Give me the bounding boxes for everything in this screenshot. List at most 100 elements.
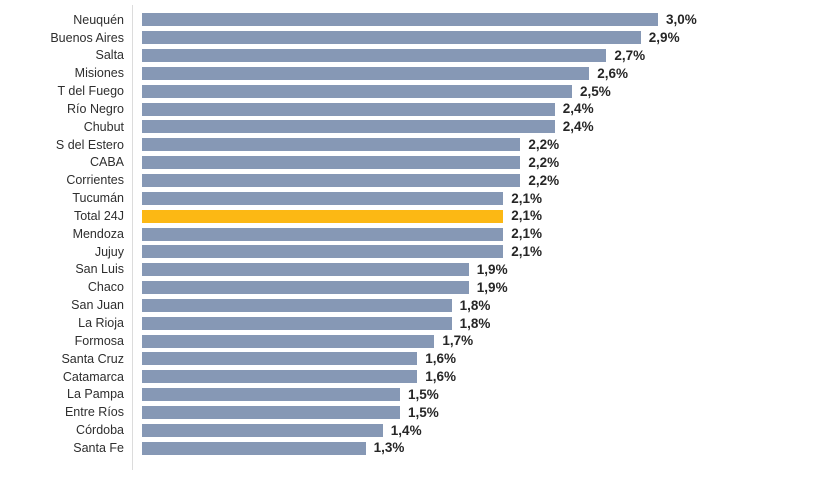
bar-row: Misiones 2,6%	[0, 65, 828, 83]
bar-row: Jujuy 2,1%	[0, 243, 828, 261]
bar-track: 1,8%	[133, 314, 828, 332]
bar-track: 1,3%	[133, 439, 828, 457]
bar-row: Tucumán 2,1%	[0, 189, 828, 207]
bar-track: 1,8%	[133, 297, 828, 315]
value-label: 2,5%	[580, 83, 611, 99]
value-label: 2,1%	[511, 190, 542, 206]
value-label: 2,7%	[614, 47, 646, 63]
value-label: 1,9%	[476, 261, 508, 277]
value-label: 2,9%	[648, 30, 680, 46]
value-label: 1,6%	[425, 369, 456, 385]
bar-track: 2,4%	[133, 118, 828, 136]
value-label: 3,0%	[666, 12, 697, 28]
bar-row: La Rioja 1,8%	[0, 314, 828, 332]
bar-row: Corrientes 2,2%	[0, 172, 828, 190]
bar-row: Salta 2,7%	[0, 47, 828, 65]
bar-track: 2,1%	[133, 225, 828, 243]
category-label: Entre Ríos	[64, 405, 124, 420]
category-label: Córdoba	[76, 423, 124, 438]
bar	[142, 66, 590, 80]
category-label: Buenos Aires	[50, 30, 124, 45]
bar-row: Santa Fe 1,3%	[0, 439, 828, 457]
value-label: 1,5%	[408, 404, 439, 420]
category-label: Río Negro	[67, 101, 124, 116]
bar	[142, 174, 521, 188]
bar-row: CABA 2,2%	[0, 154, 828, 172]
bar-track: 1,6%	[133, 368, 828, 386]
category-label: Santa Fe	[73, 440, 124, 455]
bar-track: 1,9%	[133, 261, 828, 279]
bar	[142, 405, 400, 419]
bar	[142, 49, 607, 63]
category-label: S del Estero	[55, 137, 124, 152]
bar	[142, 281, 469, 295]
bar-row: Entre Ríos 1,5%	[0, 404, 828, 422]
value-label: 2,2%	[528, 172, 560, 188]
value-label: 2,1%	[511, 244, 542, 260]
category-label: Tucumán	[72, 191, 124, 206]
bar-track: 2,7%	[133, 47, 828, 65]
bar-row: Chaco 1,9%	[0, 279, 828, 297]
bar	[142, 441, 366, 455]
category-label: Total 24J	[73, 208, 124, 223]
value-label: 2,2%	[528, 154, 560, 170]
value-label: 1,5%	[408, 386, 439, 402]
bar	[142, 120, 555, 134]
category-label: La Rioja	[78, 316, 124, 331]
bar-row: San Luis 1,9%	[0, 261, 828, 279]
category-label: Mendoza	[72, 226, 124, 241]
bar	[142, 191, 504, 205]
bar-track: 1,6%	[133, 350, 828, 368]
bar	[142, 370, 418, 384]
bar-track: 2,2%	[133, 136, 828, 154]
value-label: 2,1%	[511, 208, 542, 224]
bar-row: Santa Cruz 1,6%	[0, 350, 828, 368]
bar	[142, 245, 504, 259]
bar-row: Catamarca 1,6%	[0, 368, 828, 386]
value-label: 1,8%	[459, 297, 491, 313]
category-label: Salta	[95, 48, 125, 63]
bar	[142, 138, 521, 152]
bar-row: S del Estero 2,2%	[0, 136, 828, 154]
bar	[142, 334, 435, 348]
value-label: 2,2%	[528, 137, 560, 153]
value-label: 1,4%	[390, 422, 422, 438]
bar-track: 1,5%	[133, 386, 828, 404]
category-label: Chubut	[83, 119, 124, 134]
bar-row: Buenos Aires 2,9%	[0, 29, 828, 47]
bar	[142, 102, 555, 116]
axis-baseline	[132, 5, 133, 470]
bar-track: 2,9%	[133, 29, 828, 47]
bar-track: 1,4%	[133, 421, 828, 439]
bar	[142, 388, 400, 402]
bar-track: 1,5%	[133, 404, 828, 422]
value-label: 1,9%	[476, 279, 508, 295]
bar	[142, 423, 383, 437]
category-label: Santa Cruz	[61, 351, 124, 366]
bar	[142, 227, 504, 241]
value-label: 2,4%	[562, 101, 594, 117]
value-label: 2,6%	[597, 65, 628, 81]
bar-row: Chubut 2,4%	[0, 118, 828, 136]
category-label: San Luis	[75, 262, 124, 277]
chart-rows: Neuquén 3,0% Buenos Aires 2,9% Salta 2,7% Misi…	[0, 11, 828, 457]
bar	[142, 316, 452, 330]
category-label: CABA	[89, 155, 124, 170]
value-label: 2,4%	[562, 119, 594, 135]
bar-row: Total 24J 2,1%	[0, 207, 828, 225]
category-label: Jujuy	[94, 244, 124, 259]
category-label: San Juan	[71, 298, 124, 313]
bar-track: 2,6%	[133, 65, 828, 83]
bar	[142, 13, 658, 27]
bar-row: T del Fuego 2,5%	[0, 82, 828, 100]
bar-row: Río Negro 2,4%	[0, 100, 828, 118]
category-label: Formosa	[74, 333, 124, 348]
bar-track: 2,1%	[133, 189, 828, 207]
category-label: Neuquén	[73, 12, 124, 27]
bar	[142, 298, 452, 312]
category-label: Catamarca	[62, 369, 124, 384]
bar-row: Formosa 1,7%	[0, 332, 828, 350]
bar-track: 3,0%	[133, 11, 828, 29]
bar-highlight	[142, 209, 504, 223]
